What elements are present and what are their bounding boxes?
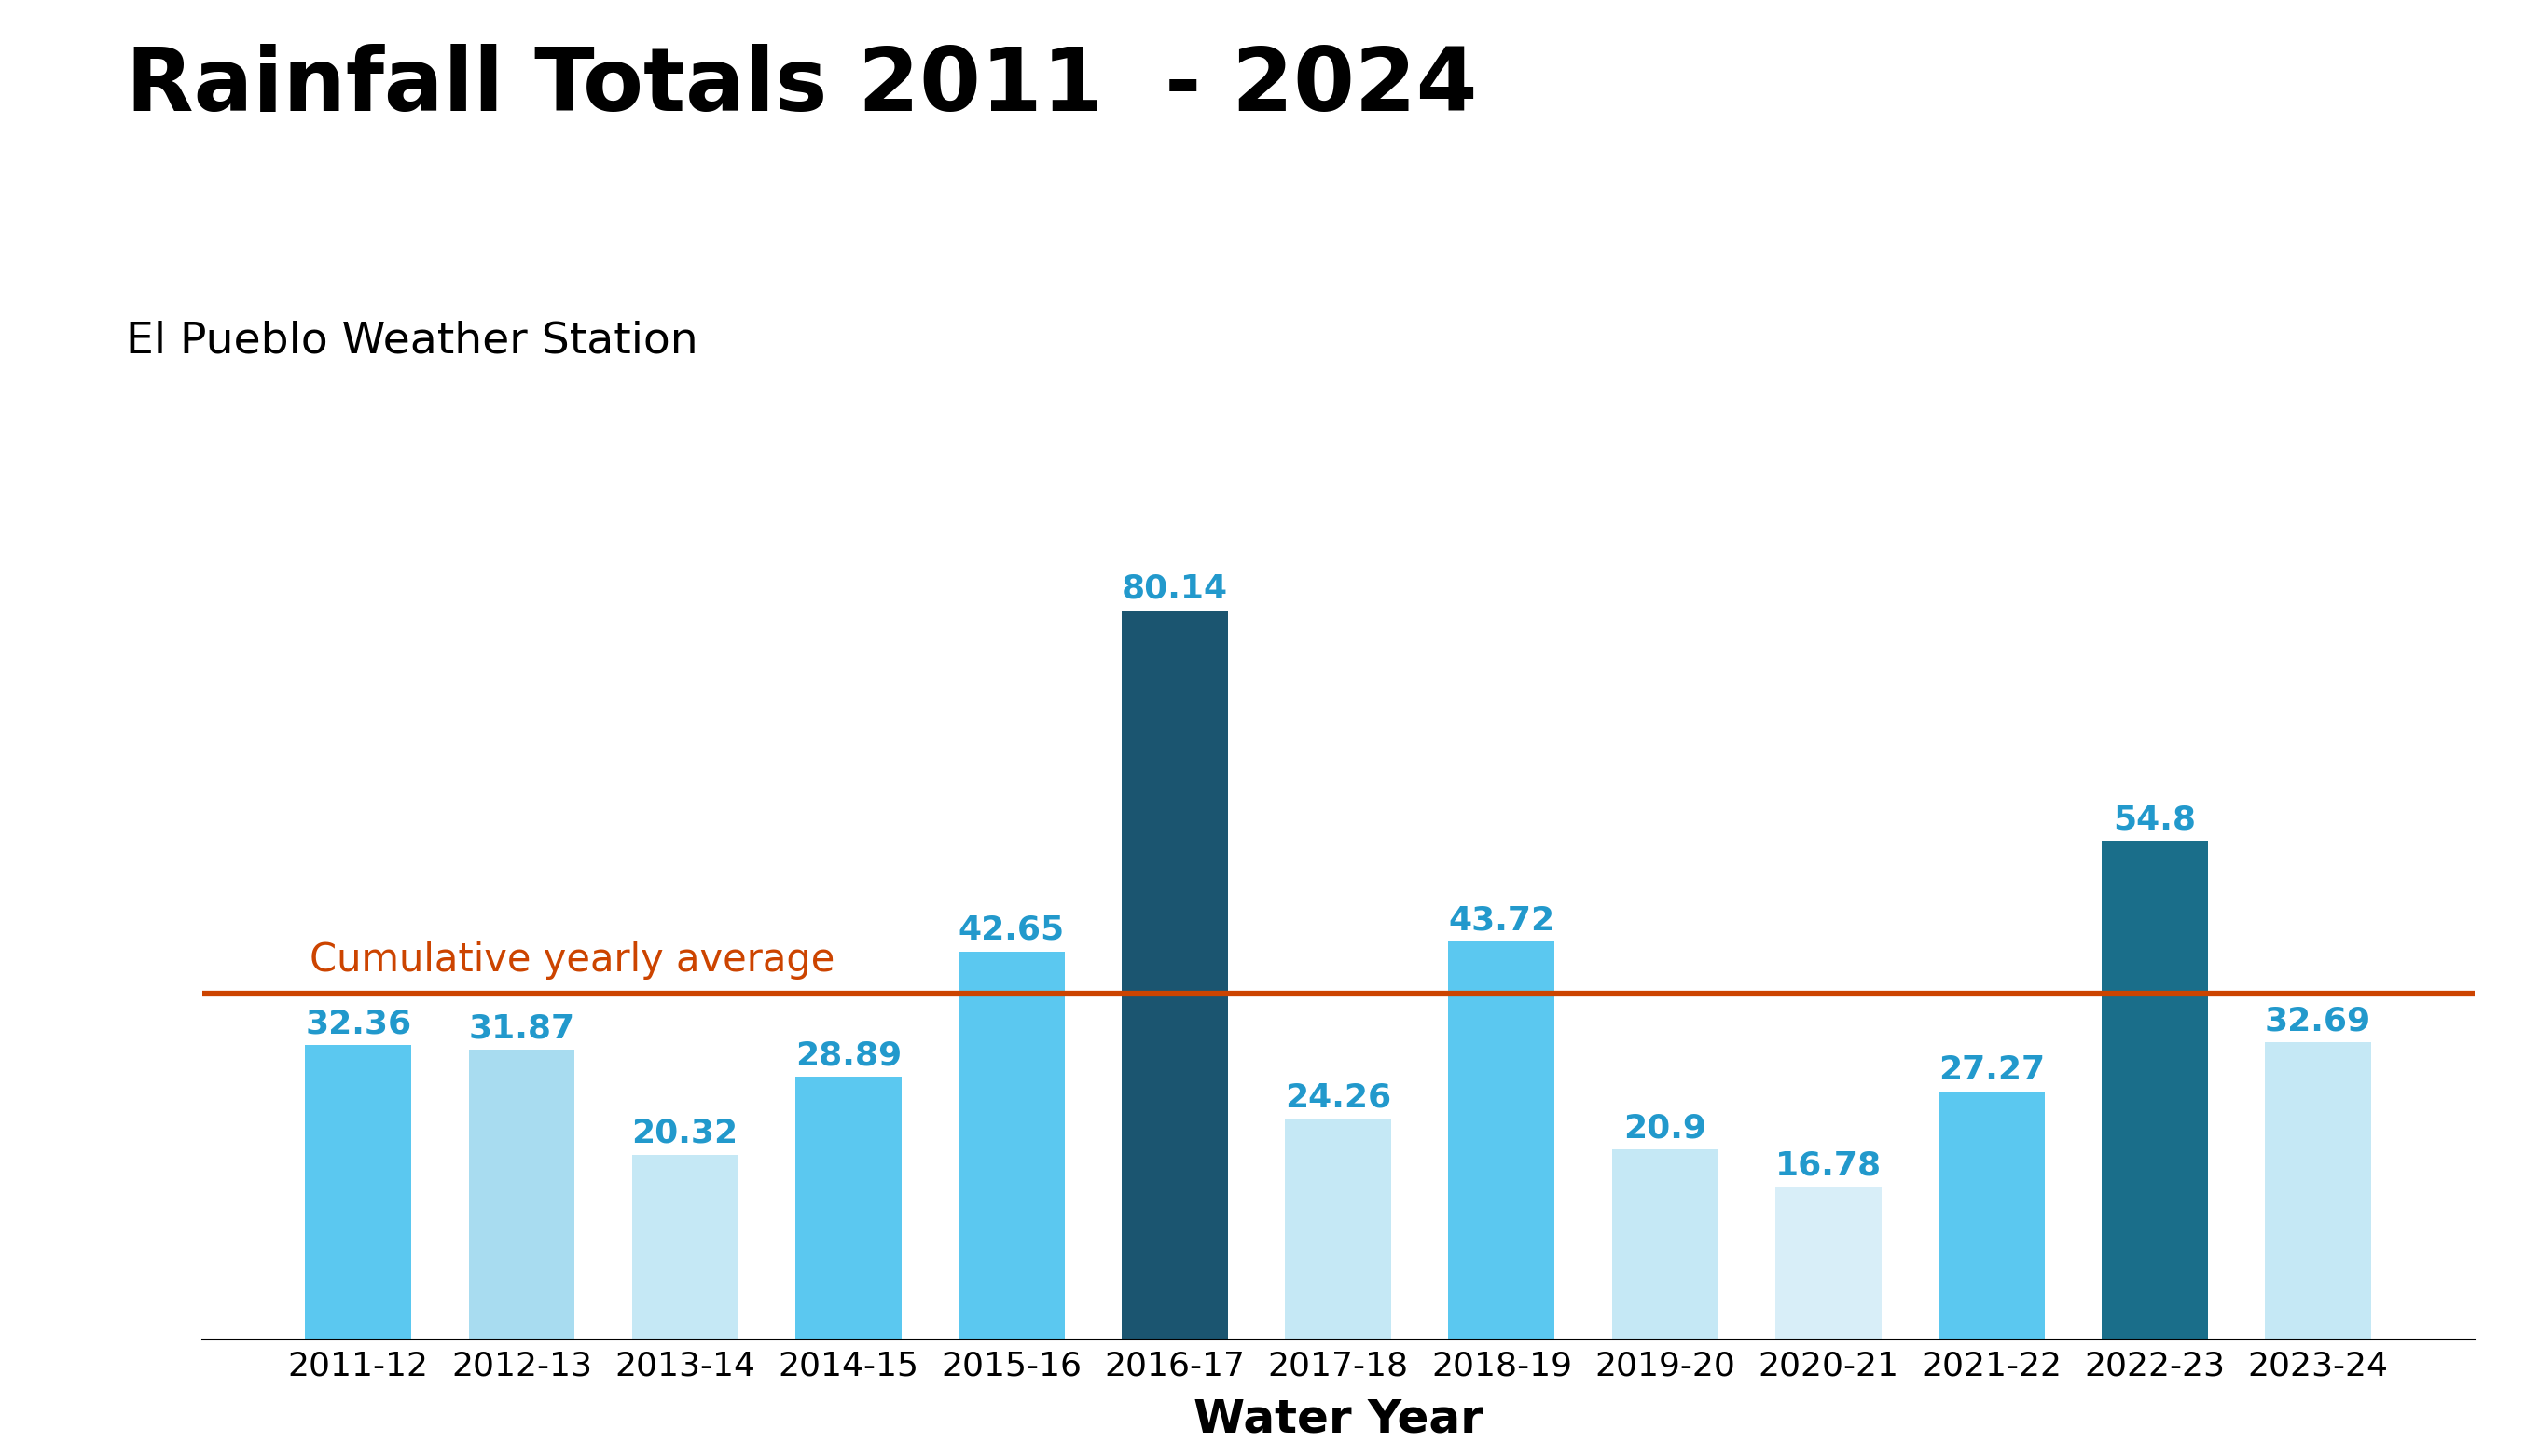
Bar [795, 1076, 901, 1340]
Text: 80.14: 80.14 [1121, 574, 1227, 604]
Text: 28.89: 28.89 [795, 1040, 901, 1072]
Text: 42.65: 42.65 [960, 914, 1066, 946]
Text: 27.27: 27.27 [1939, 1054, 2045, 1086]
Text: El Pueblo Weather Station: El Pueblo Weather Station [126, 320, 699, 363]
Bar [1611, 1149, 1717, 1340]
X-axis label: Water Year: Water Year [1194, 1398, 1482, 1441]
Bar [1449, 942, 1555, 1340]
Bar [1939, 1092, 2045, 1340]
Text: 31.87: 31.87 [470, 1012, 576, 1044]
Text: 54.8: 54.8 [2113, 804, 2197, 836]
Bar [1775, 1187, 1881, 1340]
Bar [306, 1045, 412, 1340]
Text: 43.72: 43.72 [1449, 904, 1555, 936]
Text: 32.36: 32.36 [306, 1008, 412, 1040]
Bar [2265, 1042, 2371, 1340]
Bar [1121, 610, 1227, 1340]
Text: Cumulative yearly average: Cumulative yearly average [311, 941, 836, 980]
Text: 20.9: 20.9 [1624, 1112, 1707, 1144]
Bar [1285, 1118, 1391, 1340]
Bar [631, 1155, 737, 1340]
Text: 20.32: 20.32 [631, 1117, 737, 1149]
Text: 16.78: 16.78 [1775, 1150, 1881, 1181]
Bar [960, 951, 1066, 1340]
Text: 32.69: 32.69 [2265, 1005, 2371, 1037]
Text: Rainfall Totals 2011  - 2024: Rainfall Totals 2011 - 2024 [126, 44, 1477, 130]
Bar [2101, 840, 2207, 1340]
Text: 24.26: 24.26 [1285, 1082, 1391, 1114]
Bar [470, 1050, 576, 1340]
